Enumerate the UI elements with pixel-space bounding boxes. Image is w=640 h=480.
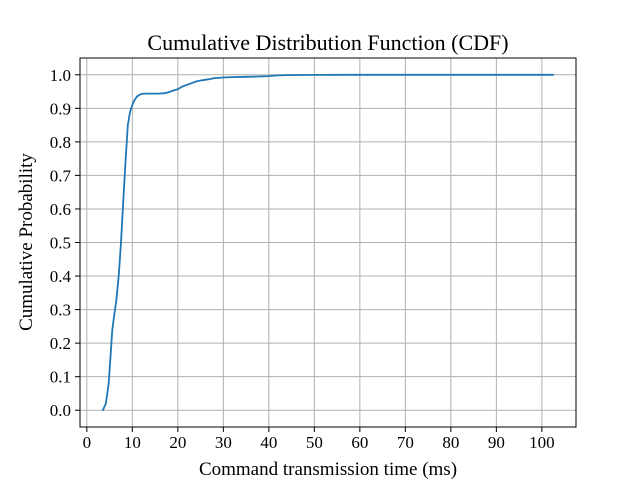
y-tick-label: 0.2 xyxy=(50,334,71,353)
x-tick-label: 60 xyxy=(351,433,368,452)
x-axis-label: Command transmission time (ms) xyxy=(199,459,457,480)
grid-lines xyxy=(80,58,576,427)
x-tick-label: 50 xyxy=(306,433,323,452)
y-tick-label: 0.3 xyxy=(50,301,71,320)
y-tick-label: 0.5 xyxy=(50,234,71,253)
y-tick-label: 0.6 xyxy=(50,200,71,219)
x-tick-label: 40 xyxy=(260,433,277,452)
y-tick-label: 0.7 xyxy=(50,166,72,185)
x-tick-label: 80 xyxy=(442,433,459,452)
x-tick-label: 70 xyxy=(397,433,414,452)
x-tick-label: 100 xyxy=(529,433,555,452)
y-tick-label: 0.4 xyxy=(50,267,72,286)
series-group xyxy=(101,73,555,412)
x-tick-label: 90 xyxy=(488,433,505,452)
chart-title: Cumulative Distribution Function (CDF) xyxy=(147,30,508,55)
y-axis-label: Cumulative Probability xyxy=(16,153,37,331)
y-tick-label: 0.0 xyxy=(50,401,71,420)
y-tick-label: 0.1 xyxy=(50,368,71,387)
x-tick-label: 20 xyxy=(169,433,186,452)
cdf-series-line xyxy=(101,73,555,412)
y-tick-label: 0.8 xyxy=(50,133,71,152)
y-tick-label: 1.0 xyxy=(50,66,71,85)
x-tick-label: 10 xyxy=(124,433,141,452)
y-tick-label: 0.9 xyxy=(50,99,71,118)
x-tick-label: 0 xyxy=(83,433,92,452)
axis-ticks: 0 10 20 30 40 50 60 70 80 90 100 0.0 0.1 0.2 0.3 0.4 0.5… xyxy=(50,66,555,452)
x-tick-label: 30 xyxy=(215,433,232,452)
